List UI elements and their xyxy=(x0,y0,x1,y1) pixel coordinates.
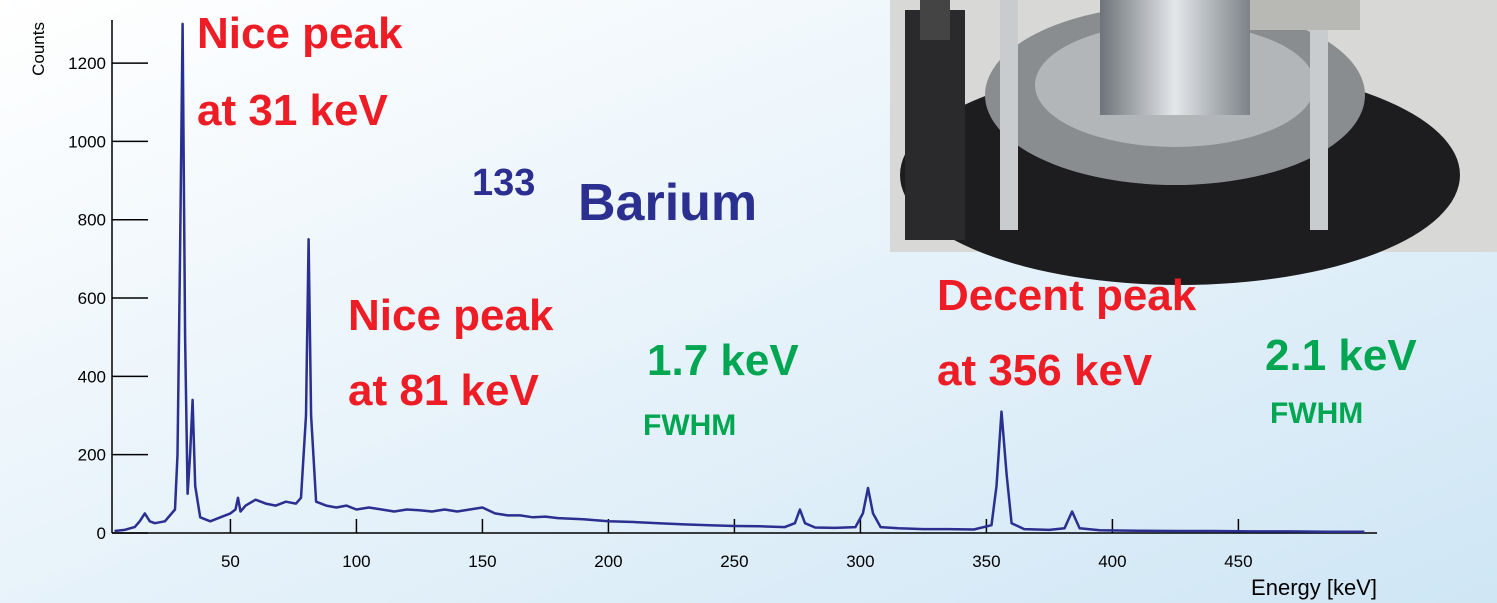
annotation: Decent peak xyxy=(937,271,1197,320)
annotation: at 356 keV xyxy=(937,346,1153,395)
y-tick-label: 1200 xyxy=(68,54,106,73)
y-tick-label: 0 xyxy=(97,524,106,543)
y-tick-label: 1000 xyxy=(68,132,106,151)
x-tick-label: 250 xyxy=(720,552,748,571)
y-axis-label: Counts xyxy=(29,22,48,76)
annotation: at 81 keV xyxy=(348,366,539,415)
x-tick-label: 200 xyxy=(594,552,622,571)
x-tick-label: 50 xyxy=(221,552,240,571)
y-tick-label: 400 xyxy=(78,367,106,386)
annotation: FWHM xyxy=(643,409,736,442)
annotation: 2.1 keV xyxy=(1265,331,1417,380)
y-tick-label: 600 xyxy=(78,289,106,308)
annotation: 1.7 keV xyxy=(647,336,799,385)
annotation: Barium xyxy=(578,174,757,232)
annotation: 133 xyxy=(472,162,535,204)
x-tick-label: 400 xyxy=(1098,552,1126,571)
x-tick-label: 100 xyxy=(342,552,370,571)
annotation: Nice peak xyxy=(348,291,554,340)
x-tick-label: 350 xyxy=(972,552,1000,571)
x-tick-label: 150 xyxy=(468,552,496,571)
annotation: Nice peak xyxy=(197,9,403,58)
x-tick-label: 450 xyxy=(1224,552,1252,571)
annotation: FWHM xyxy=(1270,397,1363,430)
y-tick-label: 200 xyxy=(78,446,106,465)
annotation: at 31 keV xyxy=(197,86,388,135)
photo xyxy=(890,0,1497,285)
x-tick-label: 300 xyxy=(846,552,874,571)
chart: Counts Energy [keV] 0 200 400 600 800 1000 120… xyxy=(0,0,1497,603)
x-axis-label: Energy [keV] xyxy=(1251,575,1377,600)
y-tick-label: 800 xyxy=(78,211,106,230)
